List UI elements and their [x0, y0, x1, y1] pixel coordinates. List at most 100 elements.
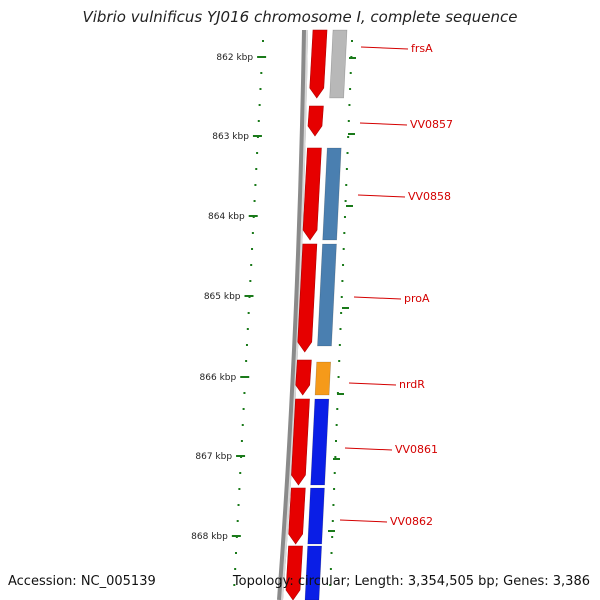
second-strand-gene-block: [317, 243, 337, 347]
ruler-dot: [251, 232, 254, 234]
forward-gene-arrow: [307, 105, 324, 137]
second-strand-gene-block: [310, 398, 330, 486]
ruler-dot: [330, 552, 333, 554]
ruler-dot: [256, 152, 259, 154]
ruler-dot: [258, 104, 261, 106]
ruler-dot: [343, 216, 346, 218]
ruler-dot: [238, 488, 241, 490]
second-strand-gene-block: [307, 487, 325, 545]
gene-tick-mark: [349, 57, 356, 59]
ruler-major-tick: [257, 56, 267, 58]
ruler-dot: [334, 456, 337, 458]
ruler-dot: [346, 152, 349, 154]
ruler-dot: [254, 184, 257, 186]
ruler-dot: [336, 408, 339, 410]
second-strand-gene-block: [322, 147, 342, 241]
second-strand-gene-block: [329, 29, 348, 99]
ruler-dot: [333, 472, 336, 474]
ruler-dot: [241, 424, 244, 426]
ruler-dot: [347, 120, 350, 122]
second-strand-gene-block: [314, 361, 332, 396]
ruler-dot: [338, 360, 341, 362]
ruler-dot: [257, 120, 260, 122]
ruler-dot: [344, 200, 347, 202]
forward-strand-genes: [285, 29, 328, 600]
ruler-dot: [342, 248, 345, 250]
gene-tick-mark: [342, 307, 349, 309]
ruler-dot: [340, 296, 343, 298]
forward-gene-arrow: [285, 545, 303, 600]
gene-label: VV0862: [390, 515, 433, 528]
ruler-dot: [245, 344, 248, 346]
ruler-dot: [338, 344, 341, 346]
gene-tick-mark: [328, 530, 335, 532]
ruler-dot: [236, 520, 239, 522]
ruler-dot: [341, 280, 344, 282]
gene-labels: frsA VV0857 VV0858 proA nrdR VV0861 VV0862: [328, 42, 453, 532]
ruler-dot: [339, 328, 342, 330]
forward-gene-arrow: [295, 359, 312, 396]
ruler-dot: [239, 472, 242, 474]
ruler-dot: [331, 520, 334, 522]
ruler-dot: [233, 584, 236, 586]
ruler-dot: [351, 40, 353, 42]
ruler-dot: [342, 264, 345, 266]
ruler-dot: [329, 568, 332, 570]
gene-label: VV0861: [395, 443, 438, 456]
ruler-dot: [345, 184, 348, 186]
ruler-dot: [331, 536, 334, 538]
ruler-dot: [235, 552, 238, 554]
forward-gene-arrow: [288, 487, 306, 545]
gene-leader-line: [353, 296, 402, 300]
ruler-dot: [245, 360, 248, 362]
ruler-dot: [333, 488, 336, 490]
gene-label: VV0858: [408, 190, 451, 203]
ruler-label: 863 kbp: [212, 132, 249, 142]
ruler-label: 864 kbp: [208, 212, 245, 222]
gene-label: VV0857: [410, 118, 453, 131]
map-title: Vibrio vulnificus YJ016 chromosome I, co…: [82, 8, 518, 26]
gene-leader-line: [360, 46, 409, 50]
ruler-dot: [343, 232, 346, 234]
gene-leader-line: [339, 519, 388, 523]
ruler-major-tick: [244, 295, 254, 297]
gene-leader-line: [359, 122, 408, 126]
ruler-major-tick: [240, 376, 250, 378]
backbone-highlight: [281, 29, 308, 600]
accession-text: Accession: NC_005139: [8, 574, 156, 589]
gene-leader-line: [348, 382, 397, 386]
ruler-major-tick: [252, 135, 262, 137]
ruler-dot: [335, 440, 337, 442]
ruler-label: 865 kbp: [204, 292, 241, 302]
ruler-dot: [251, 248, 254, 250]
ruler-dot: [349, 72, 352, 74]
ruler-dot: [260, 72, 263, 74]
ruler-dot: [329, 584, 332, 586]
forward-gene-arrow: [297, 243, 318, 353]
ruler-dot: [240, 440, 243, 442]
ruler-label: 866 kbp: [200, 373, 237, 383]
ruler-dot: [347, 136, 350, 138]
gene-tick-mark: [337, 393, 344, 395]
chromosome-backbone: [277, 29, 308, 600]
ruler-label: 867 kbp: [195, 452, 232, 462]
ruler-dot: [332, 504, 335, 506]
ruler-dot: [262, 40, 264, 42]
gene-tick-mark: [333, 458, 340, 460]
forward-gene-arrow: [291, 398, 310, 486]
ruler-dot: [337, 376, 340, 378]
ruler-dot: [349, 88, 352, 90]
backbone-line: [277, 29, 308, 600]
forward-gene-arrow: [309, 29, 328, 99]
ruler-dot: [237, 504, 240, 506]
ruler-dot: [335, 424, 338, 426]
kbp-ruler: 862 kbp 863 kbp 864 kbp 865 kbp 866 kbp 867 k…: [191, 40, 267, 586]
gene-leader-line: [357, 194, 406, 198]
gene-tick-mark: [348, 133, 355, 135]
ruler-dot: [253, 200, 256, 202]
ruler-dot: [340, 312, 343, 314]
ruler-major-tick: [231, 535, 241, 537]
ruler-dot: [348, 104, 351, 106]
second-strand-genes: [304, 29, 353, 600]
